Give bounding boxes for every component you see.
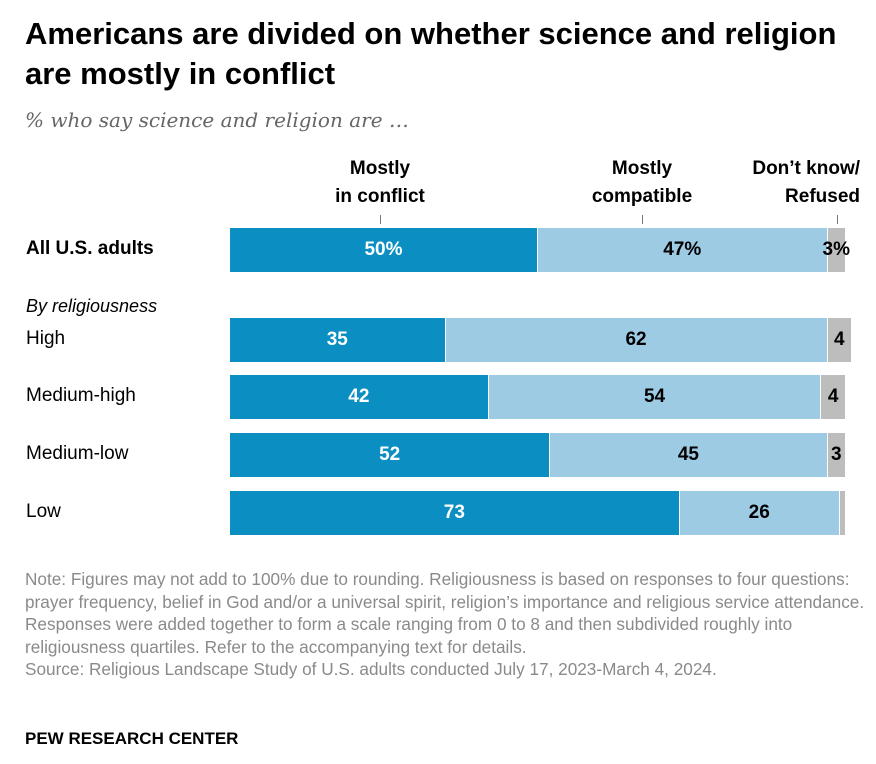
data-label: 26	[748, 502, 770, 523]
bar-dk: 3%	[823, 228, 850, 272]
data-label: 35	[326, 329, 348, 350]
header-conflict-line2: in conflict	[335, 186, 425, 207]
group-label: By religiousness	[26, 296, 158, 316]
header-compatible-line1: Mostly	[611, 158, 673, 179]
data-label: 42	[348, 386, 370, 407]
data-label: 4	[827, 386, 839, 407]
header-conflict-line1: Mostly	[349, 158, 411, 179]
data-label: 3	[830, 444, 842, 465]
pew-logo: PEW RESEARCH CENTER	[25, 729, 239, 748]
bar-conflict: 52	[230, 433, 550, 477]
bar-compatible: 54	[488, 375, 821, 419]
data-label: 47%	[663, 239, 702, 260]
notes: Note: Figures may not add to 100% due to…	[25, 568, 865, 681]
row-label: Medium-high	[26, 385, 136, 406]
bar-compatible: 26	[679, 491, 839, 535]
bar-dk: 4	[821, 375, 845, 419]
header-tick	[380, 215, 381, 224]
bar-compatible: 45	[550, 433, 827, 477]
data-label: 50%	[364, 239, 403, 260]
header-conflict: Mostly in conflict	[300, 155, 460, 211]
bar-conflict: 73	[230, 491, 679, 535]
data-label: 52	[379, 444, 401, 465]
row-label: High	[26, 328, 66, 349]
data-label: 3%	[822, 239, 850, 260]
header-tick	[837, 215, 838, 224]
data-label: 45	[677, 444, 699, 465]
bar-conflict: 42	[230, 375, 488, 419]
row-label: All U.S. adults	[26, 238, 154, 259]
row-label: Medium-low	[26, 443, 129, 464]
header-dk-line1: Don’t know/	[752, 158, 860, 179]
bar-conflict: 50%	[230, 228, 537, 272]
data-label: 73	[443, 502, 465, 523]
bar-dk: 3	[827, 433, 845, 477]
chart-title: Americans are divided on whether science…	[25, 16, 837, 91]
bar-dk: 4	[827, 318, 852, 362]
row-label: Low	[26, 501, 61, 522]
source-text: Source: Religious Landscape Study of U.S…	[25, 659, 717, 680]
bar-compatible: 47%	[538, 228, 827, 272]
header-dk-line2: Refused	[785, 186, 860, 207]
header-tick	[642, 215, 643, 224]
chart-subtitle: % who say science and religion are …	[25, 108, 409, 132]
header-compatible-line2: compatible	[591, 186, 693, 207]
data-label: 4	[834, 329, 845, 350]
bar-dk	[839, 491, 845, 535]
header-dk: Don’t know/Refused	[700, 155, 860, 211]
data-label: 62	[625, 329, 647, 350]
bar-compatible: 62	[445, 318, 827, 362]
note-text: Note: Figures may not add to 100% due to…	[25, 569, 865, 657]
bar-conflict: 35	[230, 318, 445, 362]
header-compatible: Mostly compatible	[562, 155, 722, 211]
data-label: 54	[643, 386, 666, 407]
